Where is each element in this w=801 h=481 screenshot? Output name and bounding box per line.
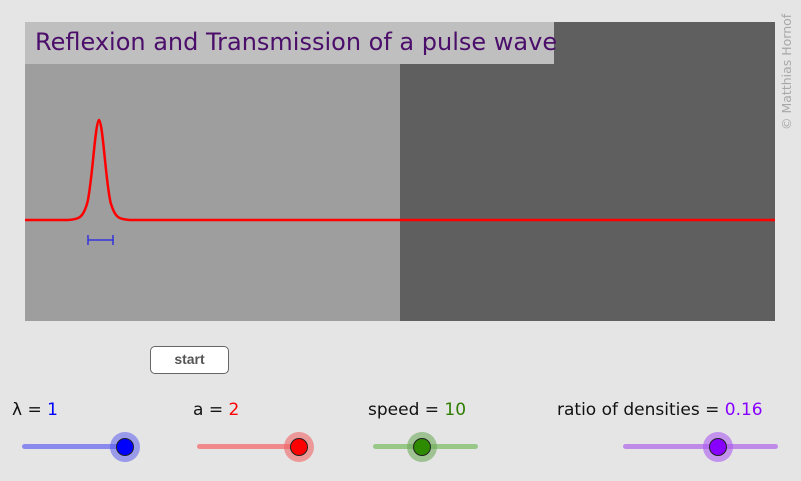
density-ratio-slider[interactable] [623, 432, 779, 462]
simulation-canvas [25, 22, 775, 321]
pulse-wave-curve [25, 118, 775, 222]
amplitude-slider-track[interactable] [197, 444, 302, 449]
speed-label: speed = 10 [368, 400, 467, 420]
speed-slider-knob[interactable] [413, 438, 431, 456]
pulse-wave-graph [25, 118, 775, 245]
page-title: Reflexion and Transmission of a pulse wa… [25, 22, 557, 64]
density-ratio-slider-track[interactable] [623, 444, 778, 449]
amplitude-label: a = 2 [193, 400, 240, 420]
copyright-label: © Matthias Hornof [779, 13, 794, 130]
medium-2-region [400, 22, 775, 321]
start-button[interactable]: start [150, 346, 229, 374]
speed-slider[interactable] [373, 432, 479, 462]
medium-1-region [25, 22, 400, 321]
lambda-slider-knob[interactable] [116, 438, 134, 456]
lambda-value: 1 [47, 400, 58, 420]
wavelength-marker [87, 235, 114, 245]
amplitude-value: 2 [228, 400, 240, 420]
density-ratio-label: ratio of densities = 0.16 [557, 400, 763, 420]
amplitude-slider-knob[interactable] [290, 438, 308, 456]
amplitude-slider[interactable] [197, 432, 317, 462]
lambda-label: λ = 1 [12, 400, 58, 420]
speed-value: 10 [444, 400, 467, 420]
density-ratio-slider-knob[interactable] [709, 438, 727, 456]
density-ratio-value: 0.16 [724, 400, 763, 420]
lambda-slider[interactable] [22, 432, 142, 462]
lambda-slider-track[interactable] [22, 444, 127, 449]
